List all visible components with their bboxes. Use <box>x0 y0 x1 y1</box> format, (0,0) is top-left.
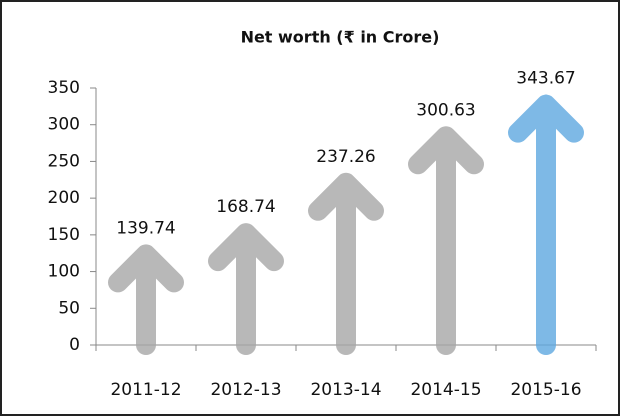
value-label: 300.63 <box>416 100 475 120</box>
x-tick-label: 2014-15 <box>410 380 481 400</box>
y-tick-label: 200 <box>48 188 80 208</box>
chart-title: Net worth (₹ in Crore) <box>241 28 440 47</box>
y-tick-label: 50 <box>58 298 80 318</box>
y-tick-label: 0 <box>69 335 80 355</box>
arrow-bar <box>508 94 584 355</box>
arrow-bar <box>308 172 384 355</box>
y-tick-label: 300 <box>48 115 80 135</box>
y-tick-label: 100 <box>48 262 80 282</box>
x-tick-label: 2015-16 <box>510 380 581 400</box>
value-label: 139.74 <box>116 218 175 238</box>
x-tick-label: 2012-13 <box>210 380 281 400</box>
value-label: 168.74 <box>216 197 275 217</box>
value-label: 343.67 <box>516 69 575 89</box>
arrow-bar <box>108 244 184 355</box>
x-tick-label: 2011-12 <box>110 380 181 400</box>
y-tick-label: 250 <box>48 151 80 171</box>
arrow-bar <box>208 223 284 355</box>
x-tick-label: 2013-14 <box>310 380 381 400</box>
arrow-bar <box>408 126 484 355</box>
value-label: 237.26 <box>316 147 375 167</box>
y-tick-label: 350 <box>48 78 80 98</box>
y-tick-label: 150 <box>48 225 80 245</box>
